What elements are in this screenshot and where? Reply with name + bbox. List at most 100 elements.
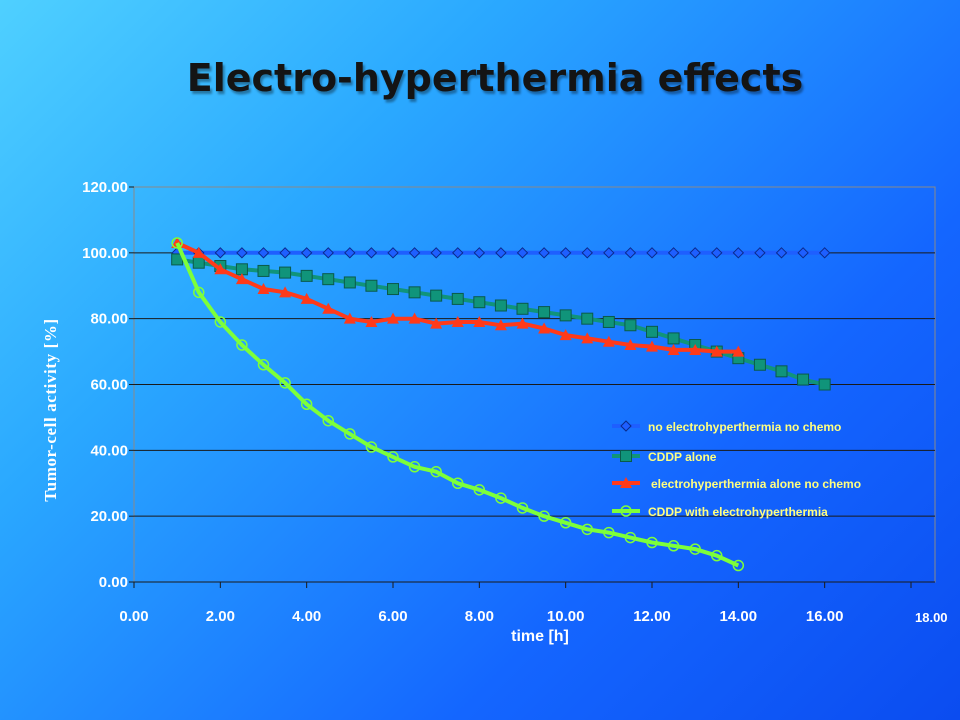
legend-entry-2: CDDP alone — [648, 450, 717, 464]
data-point-series-4 — [646, 536, 658, 549]
data-point-series-1 — [236, 247, 248, 259]
data-point-series-2 — [235, 263, 248, 276]
data-point-series-3 — [689, 343, 702, 355]
data-point-series-2 — [192, 256, 205, 269]
data-point-series-1 — [516, 247, 529, 259]
data-point-series-3 — [235, 273, 248, 285]
data-point-series-2 — [387, 283, 399, 296]
data-point-series-3 — [516, 317, 529, 329]
y-tick-label: 60.00 — [90, 377, 128, 394]
data-point-series-4 — [387, 451, 399, 463]
data-point-series-1 — [754, 247, 766, 259]
data-point-series-4 — [495, 492, 507, 504]
data-point-series-1 — [775, 247, 788, 259]
data-point-series-1 — [797, 247, 809, 259]
data-point-series-4 — [667, 540, 680, 552]
data-point-series-2 — [516, 302, 529, 315]
y-tick-label: 100.00 — [82, 245, 128, 262]
x-tick-label: 10.00 — [547, 608, 585, 625]
x-axis-label: time [h] — [511, 628, 569, 645]
data-point-series-2 — [430, 289, 443, 302]
data-point-series-1 — [279, 247, 291, 259]
data-point-series-3 — [473, 315, 486, 327]
data-point-series-4 — [538, 510, 550, 522]
data-point-series-2 — [257, 264, 270, 277]
data-point-series-4 — [365, 441, 378, 453]
data-point-series-2 — [279, 266, 292, 279]
legend-swatch-marker — [620, 505, 632, 517]
data-point-series-3 — [214, 263, 227, 275]
data-point-series-3 — [646, 340, 658, 352]
y-tick-label: 0.00 — [99, 574, 128, 591]
legend-entry-3: electrohyperthermia alone no chemo — [651, 477, 861, 491]
data-point-series-1 — [300, 247, 313, 259]
data-point-series-4 — [473, 484, 486, 496]
x-tick-label: 8.00 — [465, 608, 494, 625]
x-tick-label: 14.00 — [720, 608, 758, 625]
legend-swatch-marker — [620, 420, 632, 432]
data-point-series-1 — [689, 247, 701, 259]
data-point-series-2 — [646, 325, 658, 338]
data-point-series-4 — [214, 316, 227, 328]
data-point-series-1 — [732, 247, 745, 259]
data-point-series-3 — [581, 332, 594, 344]
data-point-series-4 — [193, 286, 205, 299]
data-point-series-2 — [624, 319, 637, 332]
data-point-series-3 — [387, 312, 399, 324]
data-point-series-1 — [408, 247, 421, 259]
data-point-series-2 — [581, 312, 594, 325]
data-point-series-1 — [495, 247, 507, 259]
y-tick-label: 20.00 — [90, 508, 128, 525]
data-point-series-1 — [818, 247, 831, 259]
data-point-series-4 — [300, 398, 313, 410]
data-point-series-4 — [171, 237, 183, 249]
data-point-series-3 — [667, 343, 680, 355]
y-tick-label: 40.00 — [90, 442, 128, 459]
x-tick-label: 16.00 — [806, 608, 844, 625]
data-point-series-4 — [279, 377, 291, 389]
data-point-series-1 — [257, 247, 270, 259]
y-tick-label: 80.00 — [90, 311, 128, 328]
data-point-series-3 — [624, 339, 637, 350]
data-point-series-2 — [753, 358, 766, 371]
data-point-series-1 — [430, 247, 442, 259]
data-point-series-1 — [452, 247, 464, 259]
data-point-series-2 — [451, 292, 464, 305]
x-tick-label: 4.00 — [292, 608, 321, 625]
y-tick-label: 120.00 — [82, 179, 128, 196]
x-tick-label: 2.00 — [206, 608, 235, 625]
x-tick-label: 12.00 — [633, 608, 671, 625]
data-point-series-3 — [710, 345, 723, 357]
data-point-series-1 — [473, 247, 486, 259]
data-point-series-1 — [711, 247, 723, 259]
data-point-series-4 — [344, 428, 356, 440]
data-point-series-1 — [581, 247, 593, 259]
data-point-series-4 — [711, 549, 723, 562]
data-point-series-2 — [818, 378, 831, 391]
data-point-series-3 — [408, 312, 421, 324]
data-point-series-4 — [689, 543, 701, 555]
data-point-series-1 — [365, 247, 378, 259]
data-point-series-2 — [559, 309, 572, 322]
legend-swatch-marker — [620, 477, 632, 488]
data-point-series-1 — [387, 247, 399, 259]
data-point-series-2 — [602, 315, 615, 328]
data-point-series-3 — [451, 315, 464, 327]
data-point-series-1 — [322, 247, 334, 259]
data-point-series-3 — [279, 286, 292, 298]
data-point-series-2 — [365, 279, 378, 292]
data-point-series-4 — [408, 461, 421, 473]
series-line-4 — [175, 242, 740, 568]
data-point-series-1 — [667, 247, 680, 259]
data-point-series-4 — [322, 414, 334, 427]
data-point-series-3 — [322, 302, 335, 314]
chart-title: Electro-hyperthermia effects — [186, 56, 804, 100]
data-point-series-3 — [494, 319, 507, 331]
data-point-series-4 — [624, 531, 637, 544]
data-point-series-1 — [559, 247, 572, 259]
data-point-series-3 — [732, 345, 745, 357]
data-point-series-4 — [236, 339, 248, 351]
data-point-series-2 — [300, 269, 313, 282]
data-point-series-3 — [538, 322, 551, 334]
